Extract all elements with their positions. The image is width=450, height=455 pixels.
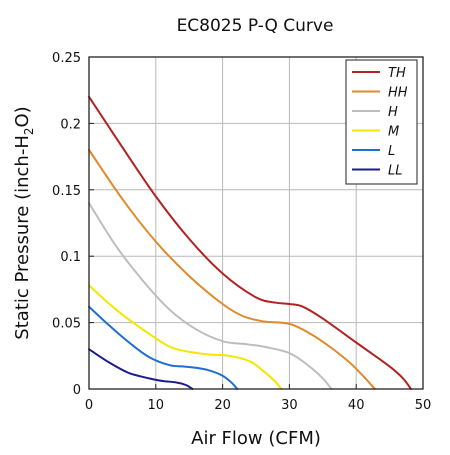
series-line-l — [88, 305, 239, 390]
y-axis-label-main: Static Pressure (inch-H — [12, 135, 33, 340]
y-axis-label: Static Pressure (inch-H2O) — [12, 106, 36, 339]
x-axis-label: Air Flow (CFM) — [191, 428, 321, 449]
y-tick-label: 0.1 — [60, 250, 81, 265]
y-axis-label-subscript: 2 — [22, 128, 36, 136]
y-tick-label: 0 — [73, 383, 81, 398]
y-tick-label: 0.05 — [52, 317, 81, 332]
series-line-th — [88, 95, 412, 390]
axis-ticks: 0 10 20 30 40 50 0 0.05 0.1 0.15 0.2 0.25 — [52, 51, 431, 413]
legend-label-ll: LL — [388, 164, 403, 179]
legend-label-m: M — [388, 125, 399, 140]
series-lines — [88, 95, 412, 390]
legend-label-l: L — [388, 144, 395, 159]
x-tick-label: 20 — [214, 398, 231, 413]
plot-frame — [88, 56, 424, 390]
series-line-h — [88, 202, 333, 390]
chart-title: EC8025 P-Q Curve — [177, 16, 334, 36]
series-line-m — [88, 284, 283, 390]
series-line-ll — [88, 348, 194, 390]
y-tick-label: 0.25 — [52, 51, 81, 66]
legend-label-th: TH — [388, 66, 406, 81]
y-tick-label: 0.15 — [52, 184, 81, 199]
x-tick-label: 50 — [415, 398, 432, 413]
legend-box — [345, 59, 418, 185]
x-tick-label: 30 — [281, 398, 298, 413]
y-axis-label-end: O) — [12, 106, 33, 127]
y-tick-label: 0.2 — [60, 117, 81, 132]
legend-label-h: H — [388, 105, 398, 120]
series-line-hh — [88, 149, 376, 390]
x-tick-label: 10 — [148, 398, 165, 413]
legend-label-hh: HH — [388, 86, 408, 101]
x-tick-label: 0 — [85, 398, 93, 413]
x-tick-label: 40 — [348, 398, 365, 413]
